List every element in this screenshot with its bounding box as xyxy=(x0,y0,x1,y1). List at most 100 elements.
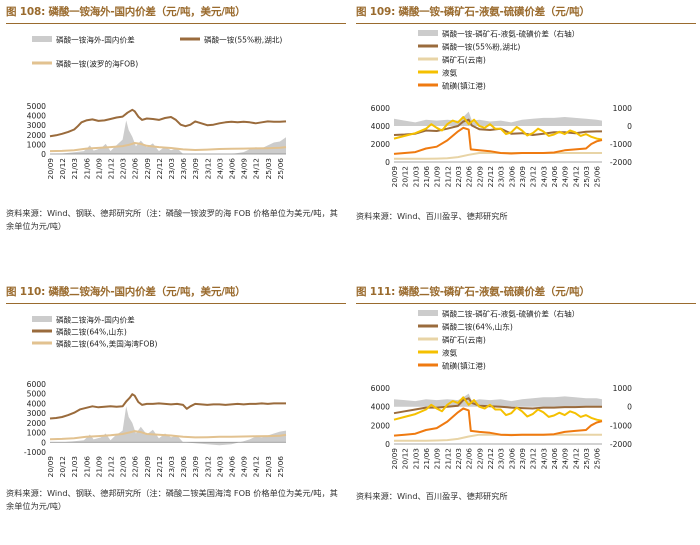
x-tick-label: 25/03 xyxy=(582,166,591,188)
y-tick-label: 3000 xyxy=(27,121,46,130)
x-tick-label: 24/06 xyxy=(550,166,559,188)
legend-swatch xyxy=(32,36,52,42)
x-tick-label: 22/12 xyxy=(155,456,164,477)
source-note: 资料来源：Wind、钢联、德邦研究所（注：磷酸二铵美国海湾 FOB 价格单位为美… xyxy=(6,488,338,511)
y-tick-label: 1000 xyxy=(27,140,46,149)
x-tick-label: 20/12 xyxy=(58,456,67,477)
figure-title: 图 109: 磷酸一铵-磷矿石-液氨-硫磺价差（元/吨） xyxy=(356,4,696,22)
x-tick-label: 23/12 xyxy=(203,158,212,179)
y-tick-label: 6000 xyxy=(371,384,390,393)
x-tick-label: 23/06 xyxy=(179,158,188,180)
x-tick-label: 25/03 xyxy=(264,456,273,478)
x-tick-label: 22/06 xyxy=(465,448,474,470)
y-tick-label: 3000 xyxy=(27,409,46,418)
y-tick-label: -1000 xyxy=(24,448,46,457)
y-tick-label: 2000 xyxy=(27,419,46,428)
x-tick-label: 23/03 xyxy=(167,158,176,180)
chart-legend: 磷酸一铵-磷矿石-液氨-硫磺价差（右轴） 磷酸一铵(55%粉,湖北) 磷矿石(云南)… xyxy=(418,29,579,91)
x-tick-label: 23/12 xyxy=(529,448,538,469)
x-tick-label: 21/06 xyxy=(422,448,431,470)
title-rule xyxy=(356,303,696,304)
x-tick-label: 24/09 xyxy=(561,448,570,470)
y-tick-label: 6000 xyxy=(371,104,390,113)
legend-label: 液氨 xyxy=(442,68,458,78)
figure-title: 图 108: 磷酸一铵海外-国内价差（元/吨，美元/吨） xyxy=(6,4,346,22)
legend-item: 磷酸二铵海外-国内价差 xyxy=(32,315,135,325)
x-tick-label: 24/06 xyxy=(228,158,237,180)
x-tick-label: 24/03 xyxy=(215,158,224,180)
legend-item: 磷酸一铵(55%粉,湖北) xyxy=(180,35,282,45)
series-area-spread xyxy=(50,406,286,446)
y2-tick-label: 0 xyxy=(627,403,632,412)
x-tick-label: 20/09 xyxy=(390,448,399,470)
x-tick-label: 23/03 xyxy=(497,448,506,470)
x-tick-label: 22/03 xyxy=(454,448,463,470)
legend-label: 磷酸一铵(55%粉,湖北) xyxy=(442,42,520,52)
x-tick-label: 23/06 xyxy=(507,166,516,188)
x-tick-label: 25/03 xyxy=(582,448,591,470)
x-tick-label: 22/06 xyxy=(465,166,474,188)
figure-label: 图 111: xyxy=(356,286,396,298)
y-tick-label: 5000 xyxy=(27,390,46,399)
chart-svg: 磷酸二铵-磷矿石-液氨-硫磺价差（右轴） 磷酸二铵(64%,山东) 磷矿石(云南) 液… xyxy=(371,309,632,470)
x-tick-label: 22/03 xyxy=(119,456,128,478)
legend-label: 磷矿石(云南) xyxy=(442,55,486,65)
series-area-spread xyxy=(50,120,286,154)
x-tick-label: 23/09 xyxy=(518,448,527,470)
x-tick-label: 24/09 xyxy=(240,456,249,478)
chart-legend: 磷酸一铵海外-国内价差 磷酸一铵(55%粉,湖北) 磷酸一铵(波罗的海FOB) xyxy=(32,35,282,69)
figure-label: 图 109: xyxy=(356,6,396,18)
x-tick-label: 23/09 xyxy=(518,166,527,188)
legend-label: 液氨 xyxy=(442,348,458,358)
title-rule xyxy=(356,23,696,24)
x-tick-label: 24/12 xyxy=(571,166,580,187)
x-tick-label: 22/06 xyxy=(131,158,140,180)
x-tick-label: 23/03 xyxy=(497,166,506,188)
x-tick-label: 24/12 xyxy=(252,158,261,179)
x-tick-label: 21/06 xyxy=(82,456,91,478)
y2-tick-label: 1000 xyxy=(613,384,632,393)
legend-item: 硫磺(镇江港) xyxy=(418,81,486,91)
x-tick-label: 22/12 xyxy=(486,166,495,187)
chart-108: 磷酸一铵海外-国内价差 磷酸一铵(55%粉,湖北) 磷酸一铵(波罗的海FOB) 0 10… xyxy=(6,26,346,206)
x-tick-label: 21/09 xyxy=(433,448,442,470)
legend-label: 磷酸一铵(55%粉,湖北) xyxy=(204,35,282,45)
x-tick-label: 21/12 xyxy=(443,448,452,469)
y2-tick-label: -1000 xyxy=(610,421,632,430)
x-tick-label: 24/09 xyxy=(561,166,570,188)
legend-swatch xyxy=(418,310,438,316)
x-tick-label: 22/12 xyxy=(155,158,164,179)
x-tick-label: 24/06 xyxy=(550,448,559,470)
y-tick-label: 4000 xyxy=(371,122,390,131)
y-tick-label: 2000 xyxy=(371,140,390,149)
x-tick-label: 24/12 xyxy=(571,448,580,469)
x-tick-label: 24/03 xyxy=(215,456,224,478)
figure-title-text: 磷酸一铵-磷矿石-液氨-硫磺价差（元/吨） xyxy=(398,6,590,18)
legend-item: 液氨 xyxy=(418,348,458,358)
y-tick-label: 4000 xyxy=(27,112,46,121)
x-tick-label: 20/09 xyxy=(390,166,399,188)
legend-item: 磷矿石(云南) xyxy=(418,335,486,345)
chart-111: 磷酸二铵-磷矿石-液氨-硫磺价差（右轴） 磷酸二铵(64%,山东) 磷矿石(云南) 液… xyxy=(356,306,696,486)
x-tick-label: 21/12 xyxy=(443,166,452,187)
chart-svg: 磷酸一铵-磷矿石-液氨-硫磺价差（右轴） 磷酸一铵(55%粉,湖北) 磷矿石(云南)… xyxy=(371,29,632,188)
chart-110: 磷酸二铵海外-国内价差 磷酸二铵(64%,山东) 磷酸二铵(64%,美国海湾FOB)… xyxy=(6,306,346,486)
x-tick-label: 24/06 xyxy=(228,456,237,478)
y-tick-label: 0 xyxy=(41,438,46,447)
source-note: 资料来源：Wind、钢联、德邦研究所（注：磷酸一铵波罗的海 FOB 价格单位为美… xyxy=(6,208,338,231)
y2-tick-label: -2000 xyxy=(610,440,632,449)
figure-title-text: 磷酸一铵海外-国内价差（元/吨，美元/吨） xyxy=(48,6,246,18)
x-tick-label: 21/03 xyxy=(70,158,79,180)
series-line-dap xyxy=(393,397,602,415)
y-tick-label: 1000 xyxy=(27,429,46,438)
chart-svg: 磷酸一铵海外-国内价差 磷酸一铵(55%粉,湖北) 磷酸一铵(波罗的海FOB) 010… xyxy=(27,35,287,180)
series-line-ammonia xyxy=(393,116,603,141)
x-tick-label: 25/06 xyxy=(593,448,602,470)
x-tick-label: 23/06 xyxy=(507,448,516,470)
legend-item: 磷酸一铵(55%粉,湖北) xyxy=(418,42,520,52)
series-line-fob xyxy=(49,430,287,441)
source-note: 资料来源：Wind、百川盈孚、德邦研究所 xyxy=(356,491,508,501)
legend-item: 硫磺(镇江港) xyxy=(418,361,486,371)
x-tick-label: 25/06 xyxy=(276,456,285,478)
